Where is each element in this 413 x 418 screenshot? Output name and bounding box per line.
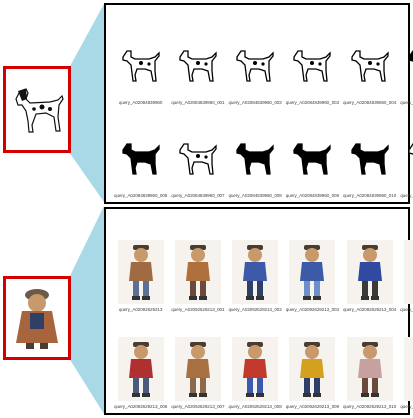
bear-result-caption: query_A02092629213_007 — [171, 404, 225, 409]
dog-thumbnail[interactable] — [175, 33, 221, 97]
dog-thumbnail[interactable] — [175, 126, 221, 190]
bear-thumbnail[interactable] — [346, 337, 393, 401]
dog-thumbnail[interactable] — [232, 126, 278, 190]
dog-thumbnail[interactable] — [404, 33, 413, 97]
bear-thumbnail[interactable] — [174, 240, 221, 304]
dog-result-caption: query_A02084839960_002 — [228, 99, 282, 105]
bear-thumbnail[interactable] — [403, 337, 413, 401]
bear-thumbnail[interactable] — [289, 337, 336, 401]
dog-result-item[interactable]: query_A02084839960_007 — [171, 105, 225, 198]
dog-result-item[interactable]: query_A02084839960_004 — [343, 11, 396, 105]
bear-result-item[interactable]: query_A02092629213_005 — [400, 215, 413, 312]
dog-result-caption: query_A02084839960 — [118, 99, 163, 105]
bear-funnel — [69, 206, 104, 414]
dog-result-item[interactable]: query_A02084839960_011 — [400, 105, 413, 198]
dog-thumbnail[interactable] — [404, 126, 413, 190]
bear-results-panel: query_A02092629213 query_A02092629213_00… — [104, 207, 413, 415]
bear-result-caption: query_A02092629213_006 — [114, 404, 168, 409]
dog-thumbnail[interactable] — [232, 33, 278, 97]
dog-result-item[interactable]: query_A02084839960_006 — [114, 105, 168, 198]
dog-thumbnail[interactable] — [289, 33, 335, 97]
bear-thumbnail[interactable] — [117, 337, 164, 401]
dog-result-caption: query_A02084839960_001 — [171, 99, 225, 105]
dog-funnel — [69, 4, 104, 202]
bear-query-box — [3, 276, 71, 360]
dog-result-item[interactable]: query_A02084839960_003 — [286, 11, 339, 105]
dog-result-caption: query_A02084839960_004 — [342, 99, 397, 105]
bear-query-icon — [6, 279, 68, 357]
dog-result-caption: query_A02084839960_006 — [114, 193, 168, 198]
bear-thumbnail[interactable] — [232, 240, 279, 304]
dog-thumbnail[interactable] — [347, 33, 393, 97]
bear-result-caption: query_A02092629213_002 — [228, 307, 282, 312]
dog-query-box — [3, 66, 71, 153]
dog-query-icon — [6, 69, 68, 150]
dog-result-caption: query_A02084839960_005 — [400, 99, 413, 105]
dog-result-item[interactable]: query_A02084839960_002 — [228, 11, 282, 105]
bear-result-caption: query_A02092629213 — [118, 307, 163, 312]
dog-result-caption: query_A02084839960_007 — [171, 193, 225, 198]
bear-thumbnail[interactable] — [289, 240, 336, 304]
bear-result-caption: query_A02092629213_009 — [285, 404, 339, 409]
bear-result-item[interactable]: query_A02092629213_004 — [343, 215, 396, 312]
bear-result-item[interactable]: query_A02092629213_002 — [228, 215, 282, 312]
dog-result-caption: query_A02084839960_011 — [400, 193, 413, 198]
bear-result-item[interactable]: query_A02092629213 — [114, 215, 167, 312]
bear-result-item[interactable]: query_A02092629213_003 — [286, 215, 339, 312]
bear-result-item[interactable]: query_A02092629213_001 — [171, 215, 225, 312]
dog-result-item[interactable]: query_A02084839960_005 — [400, 11, 413, 105]
bear-result-caption: query_A02092629213_001 — [171, 307, 225, 312]
bear-result-caption: query_A02092629213_005 — [400, 307, 413, 312]
bear-result-caption: query_A02092629213_008 — [228, 404, 282, 409]
bear-result-item[interactable]: query_A02092629213_007 — [171, 312, 225, 409]
dog-result-item[interactable]: query_A02084839960_010 — [342, 105, 397, 198]
bear-thumbnail[interactable] — [174, 337, 221, 401]
bear-result-caption: query_A02092629213_003 — [285, 307, 339, 312]
dog-result-caption: query_A02084839960_010 — [342, 193, 397, 198]
bear-result-item[interactable]: query_A02092629213_009 — [286, 312, 339, 409]
dog-result-caption: query_A02084839960_008 — [228, 193, 282, 198]
dog-result-caption: query_A02084839960_009 — [285, 193, 339, 198]
bear-thumbnail[interactable] — [346, 240, 393, 304]
bear-result-item[interactable]: query_A02092629213_008 — [228, 312, 282, 409]
bear-result-item[interactable]: query_A02092629213_010 — [343, 312, 396, 409]
dog-result-item[interactable]: query_A02084839960_009 — [285, 105, 339, 198]
dog-thumbnail[interactable] — [289, 126, 335, 190]
bear-result-caption: query_A02092629213_011 — [400, 404, 413, 409]
dog-result-caption: query_A02084839960_003 — [285, 99, 339, 105]
bear-result-item[interactable]: query_A02092629213_011 — [400, 312, 413, 409]
dog-result-item[interactable]: query_A02084839960 — [114, 11, 167, 105]
bear-result-item[interactable]: query_A02092629213_006 — [114, 312, 167, 409]
bear-thumbnail[interactable] — [117, 240, 164, 304]
dog-result-item[interactable]: query_A02084839960_001 — [171, 11, 225, 105]
bear-thumbnail[interactable] — [403, 240, 413, 304]
dog-results-panel: query_A02084839960 query_A02084839960_00… — [104, 3, 413, 204]
bear-result-caption: query_A02092629213_004 — [342, 307, 397, 312]
bear-result-caption: query_A02092629213_010 — [342, 404, 397, 409]
dog-thumbnail[interactable] — [118, 126, 164, 190]
dog-result-item[interactable]: query_A02084839960_008 — [228, 105, 282, 198]
dog-thumbnail[interactable] — [118, 33, 164, 97]
dog-thumbnail[interactable] — [347, 126, 393, 190]
bear-thumbnail[interactable] — [232, 337, 279, 401]
